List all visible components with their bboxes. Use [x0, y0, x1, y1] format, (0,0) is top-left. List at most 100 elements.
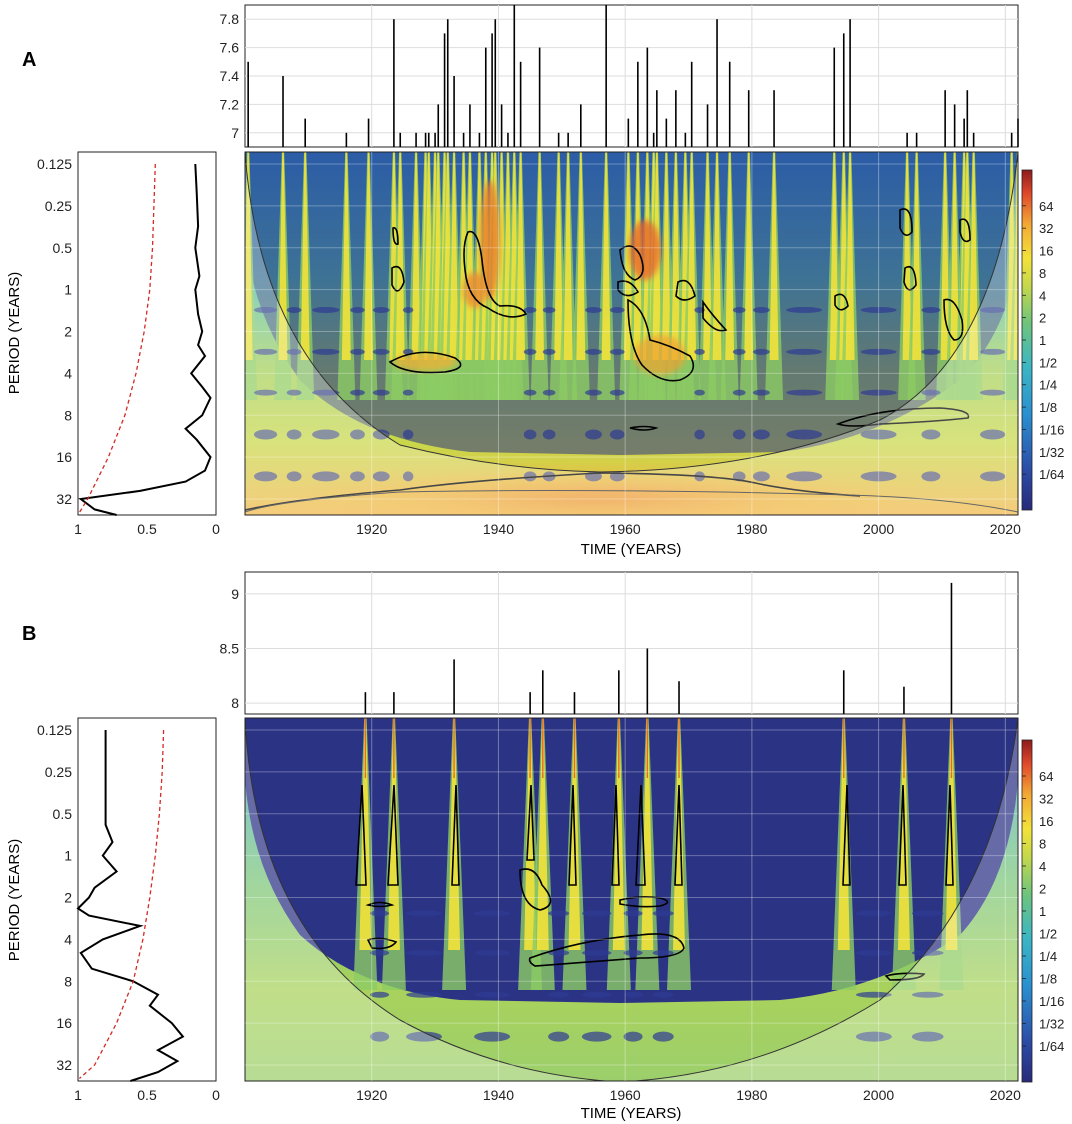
lowpower-dot: [855, 910, 892, 917]
lowpower-dot: [786, 429, 823, 440]
lowpower-dot: [548, 949, 570, 956]
panel-a-hotspot-1936: [463, 272, 487, 308]
lowpower-dot: [609, 306, 625, 313]
event-spike-core: [940, 152, 950, 360]
ts-ytick-label: 7.8: [220, 11, 240, 27]
lowpower-dot: [732, 429, 746, 440]
xtick-label: 1940: [483, 521, 514, 537]
lowpower-dot: [694, 429, 705, 440]
ts-ytick-label: 7.2: [220, 96, 240, 112]
panel-a-colorbar: 64 32 16 8 4 2 1 1/2 1/4 1/8 1/16 1/32 1/64: [1021, 169, 1064, 511]
lowpower-dot: [402, 429, 414, 440]
panel-b-wavelet-frame: [244, 717, 1019, 1082]
lowpower-dot: [474, 991, 511, 998]
lowpower-dot: [542, 306, 556, 313]
lowpower-dot: [732, 389, 746, 396]
lowpower-dot: [585, 429, 602, 440]
panel-b-timeseries-yticks: 88.59: [220, 586, 240, 711]
lowpower-dot: [350, 306, 365, 313]
lowpower-dot: [474, 1031, 511, 1042]
panel-b-wavelet: 1920 1940 1960 1980 2000 2020 TIME (YEARS): [244, 717, 1021, 1122]
panel-a-coi-line: [245, 152, 1018, 473]
lowpower-dot: [286, 348, 302, 355]
lowpower-dot: [370, 910, 390, 917]
lowpower-dot: [542, 348, 556, 355]
lowpower-dot: [752, 429, 770, 440]
lowpower-dot: [523, 306, 537, 313]
panel-b-ylabel: PERIOD (YEARS): [6, 839, 23, 962]
period-tick-label: 4: [64, 365, 72, 381]
lowpower-dot: [979, 471, 1006, 482]
lowpower-dot: [609, 389, 625, 396]
panel-a-timeseries-grid: [245, 5, 1018, 147]
lowpower-dot: [286, 389, 302, 396]
panel-b-coi-line: [245, 718, 1018, 1081]
period-tick-label: 32: [56, 491, 72, 507]
event-spike-core: [364, 152, 374, 360]
event-spike-core: [671, 152, 681, 360]
lowpower-dot: [732, 471, 746, 482]
period-tick-label: 8: [64, 407, 72, 423]
panel-a-period-ticks: 0.125 0.25 0.5 1 2 4 8 16 32: [37, 156, 72, 507]
lowpower-dot: [752, 471, 770, 482]
event-spike-core: [612, 718, 625, 950]
panel-a-wavelet: 1920 1940 1960 1980 2000 2020 TIME (YEARS): [244, 151, 1021, 558]
panel-a-hotspot-1964: [629, 220, 661, 280]
event-spike-core: [300, 152, 310, 360]
colorbar-tick-label: 1: [1039, 904, 1046, 919]
panel-a-power-ticks: 1 0.5 0: [74, 521, 220, 537]
lowpower-dot: [253, 389, 278, 396]
lowpower-dot: [623, 949, 643, 956]
lowpower-dot: [652, 949, 674, 956]
lowpower-dot: [405, 910, 442, 917]
panel-a-lowpower-dots: [253, 306, 1006, 482]
event-spike-core: [845, 152, 855, 360]
lowpower-dot: [523, 348, 537, 355]
panel-a-grid: [245, 152, 1018, 515]
lowpower-dot: [372, 348, 390, 355]
lowpower-dot: [312, 429, 340, 440]
xtick-label: 2020: [990, 1087, 1021, 1103]
panel-b-timeseries: 88.59: [220, 571, 1019, 715]
lowpower-dot: [911, 949, 944, 956]
lowpower-dot: [609, 348, 625, 355]
power-tick-label: 1: [74, 1087, 82, 1103]
colorbar-tick-label: 8: [1039, 266, 1046, 281]
period-tick-label: 2: [64, 890, 72, 906]
power-tick-label: 0: [212, 521, 220, 537]
period-tick-label: 32: [56, 1057, 72, 1073]
lowpower-dot: [732, 306, 746, 313]
lowpower-dot: [402, 306, 414, 313]
event-spike-core: [601, 152, 611, 360]
panel-a-cone-of-influence: [245, 152, 1018, 515]
event-spike-core: [969, 152, 979, 360]
panel-b-cone-of-influence: [245, 718, 1018, 1081]
lowpower-dot: [860, 306, 897, 313]
panel-a-hotspot-1940: [480, 180, 500, 300]
lowpower-dot: [921, 306, 941, 313]
lowpower-dot: [585, 389, 602, 396]
event-spike-core: [902, 152, 912, 360]
lowpower-dot: [286, 306, 302, 313]
lowpower-dot: [652, 910, 674, 917]
lowpower-dot: [523, 389, 537, 396]
event-spike-core: [837, 718, 850, 950]
colorbar-tick-label: 2: [1039, 311, 1046, 326]
lowpower-dot: [542, 429, 556, 440]
ts-ytick-label: 9: [231, 586, 239, 602]
lowpower-dot: [786, 348, 823, 355]
lowpower-dot: [372, 306, 390, 313]
event-spike-core: [341, 152, 351, 360]
lowpower-dot: [350, 348, 365, 355]
lowpower-dot: [523, 429, 537, 440]
panel-a-ylabel: PERIOD (YEARS): [6, 272, 23, 395]
lowpower-dot: [694, 348, 705, 355]
lowpower-dot: [855, 949, 892, 956]
panel-a-hotspot-1965: [634, 335, 686, 375]
lowpower-dot: [402, 471, 414, 482]
lowpower-dot: [652, 1031, 674, 1042]
lowpower-dot: [752, 306, 770, 313]
event-spike-core: [687, 152, 697, 360]
colorbar-tick-label: 1/32: [1039, 1017, 1064, 1032]
